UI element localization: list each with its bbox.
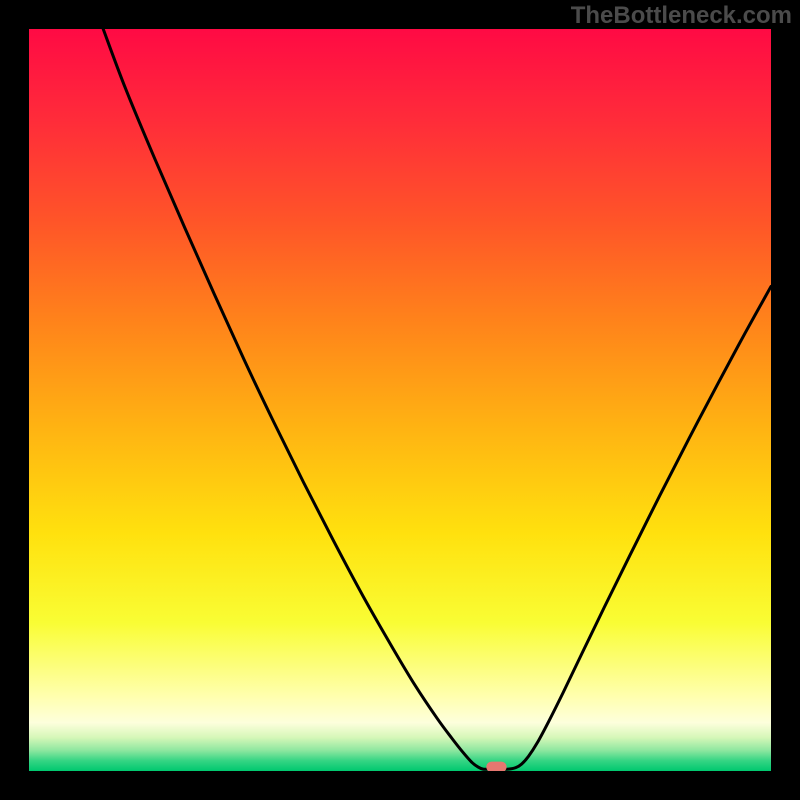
chart-svg [0, 0, 800, 800]
minimum-marker [487, 762, 506, 772]
chart-wrapper: TheBottleneck.com [0, 0, 800, 800]
